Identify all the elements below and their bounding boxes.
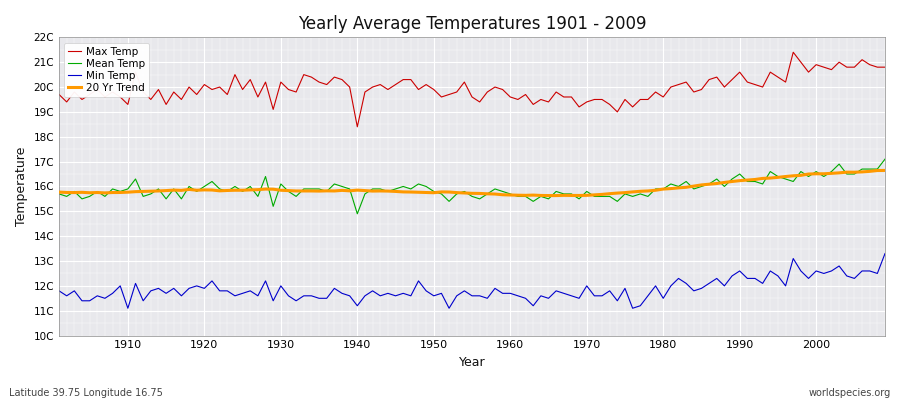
Min Temp (291, 298, 302, 303)
Mean Temp (115, 189, 126, 194)
Min Temp (54, 288, 65, 293)
Max Temp (329, 75, 340, 80)
Mean Temp (604, 194, 615, 199)
Min Temp (879, 251, 890, 256)
Max Temp (879, 65, 890, 70)
Max Temp (604, 102, 615, 107)
X-axis label: Year: Year (459, 356, 485, 369)
Min Temp (512, 294, 523, 298)
20 Yr Trend (329, 188, 340, 193)
Legend: Max Temp, Mean Temp, Min Temp, 20 Yr Trend: Max Temp, Mean Temp, Min Temp, 20 Yr Tre… (64, 42, 149, 97)
Y-axis label: Temperature: Temperature (15, 147, 28, 226)
20 Yr Trend (543, 193, 553, 198)
Max Temp (352, 124, 363, 129)
20 Yr Trend (54, 190, 65, 194)
Mean Temp (505, 192, 516, 196)
Max Temp (788, 50, 798, 55)
Text: Latitude 39.75 Longitude 16.75: Latitude 39.75 Longitude 16.75 (9, 388, 163, 398)
20 Yr Trend (505, 192, 516, 197)
20 Yr Trend (284, 188, 294, 193)
20 Yr Trend (879, 168, 890, 173)
Line: 20 Yr Trend: 20 Yr Trend (59, 170, 885, 196)
Line: Max Temp: Max Temp (59, 52, 885, 127)
Min Temp (604, 288, 615, 293)
Min Temp (505, 291, 516, 296)
20 Yr Trend (497, 192, 508, 197)
Text: worldspecies.org: worldspecies.org (809, 388, 891, 398)
Mean Temp (284, 189, 294, 194)
Mean Temp (54, 192, 65, 196)
Line: Min Temp: Min Temp (59, 254, 885, 308)
Min Temp (122, 306, 133, 311)
Mean Temp (329, 182, 340, 186)
Min Temp (115, 284, 126, 288)
20 Yr Trend (604, 191, 615, 196)
Max Temp (115, 94, 126, 99)
20 Yr Trend (115, 190, 126, 195)
Max Temp (54, 92, 65, 97)
Mean Temp (879, 157, 890, 162)
Line: Mean Temp: Mean Temp (59, 159, 885, 214)
Max Temp (505, 94, 516, 99)
Max Temp (284, 87, 294, 92)
Mean Temp (352, 211, 363, 216)
Title: Yearly Average Temperatures 1901 - 2009: Yearly Average Temperatures 1901 - 2009 (298, 15, 646, 33)
Min Temp (337, 291, 347, 296)
Max Temp (512, 97, 523, 102)
Mean Temp (512, 194, 523, 199)
